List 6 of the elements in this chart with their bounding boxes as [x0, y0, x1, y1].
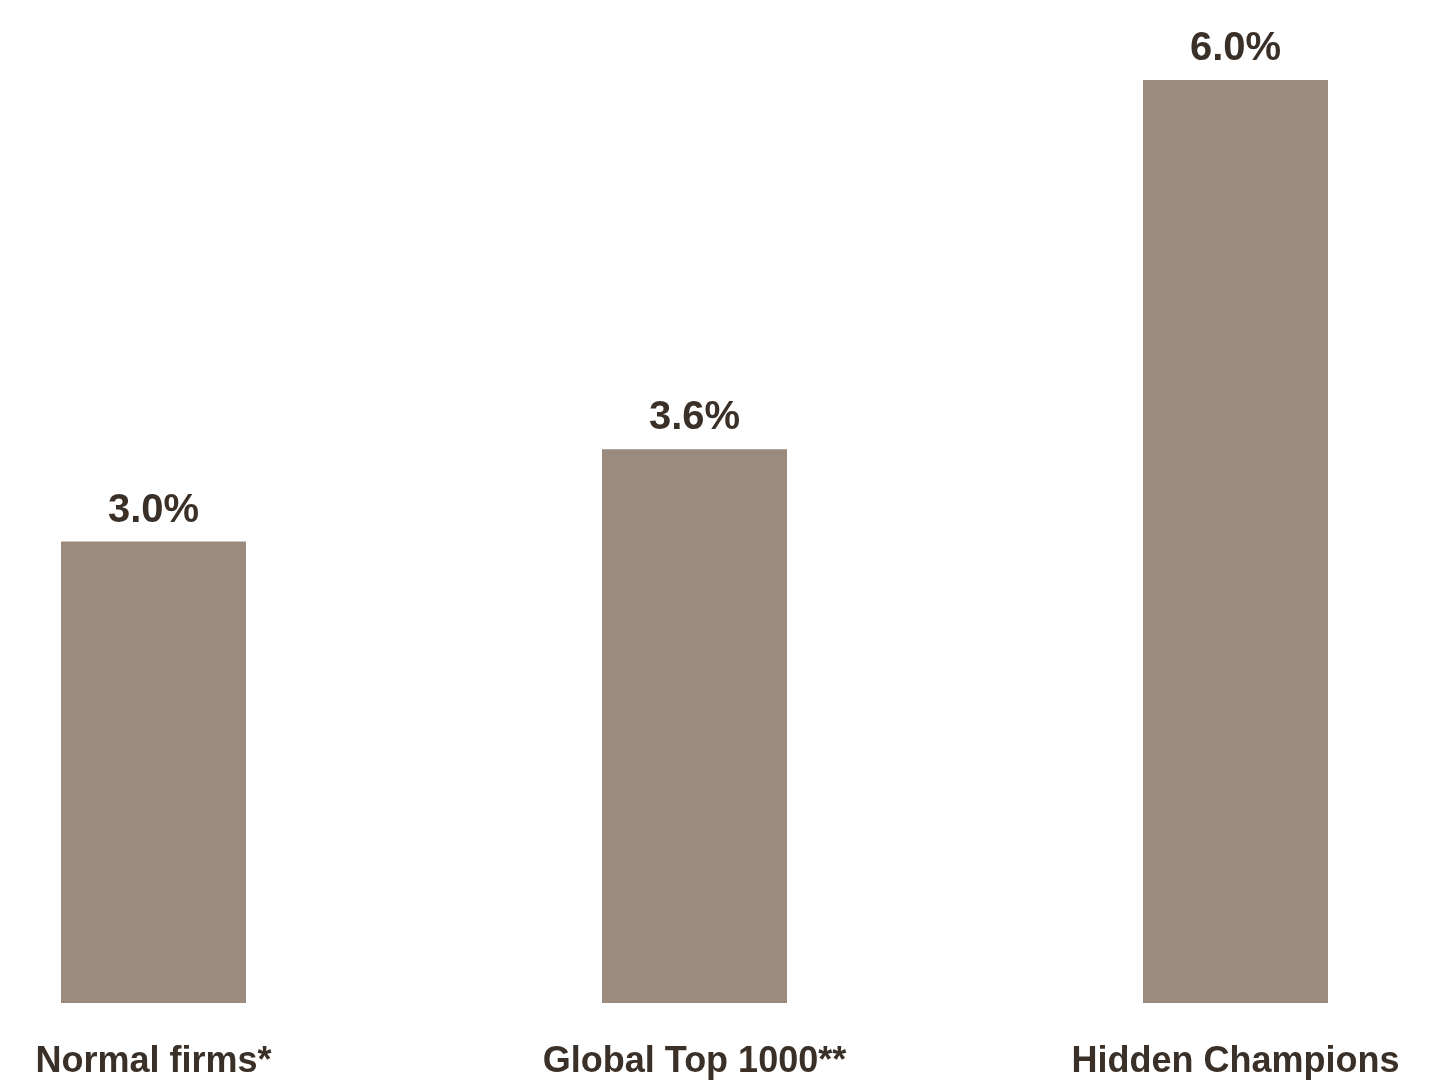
x-tick-label: Normal firms*: [35, 1038, 272, 1080]
x-tick-label: Hidden Champions: [1071, 1038, 1400, 1080]
data-label: 6.0%: [1189, 24, 1282, 68]
data-label: 3.0%: [107, 485, 200, 530]
x-tick-label: Global Top 1000**: [542, 1038, 847, 1080]
data-label: 3.6%: [648, 393, 741, 438]
